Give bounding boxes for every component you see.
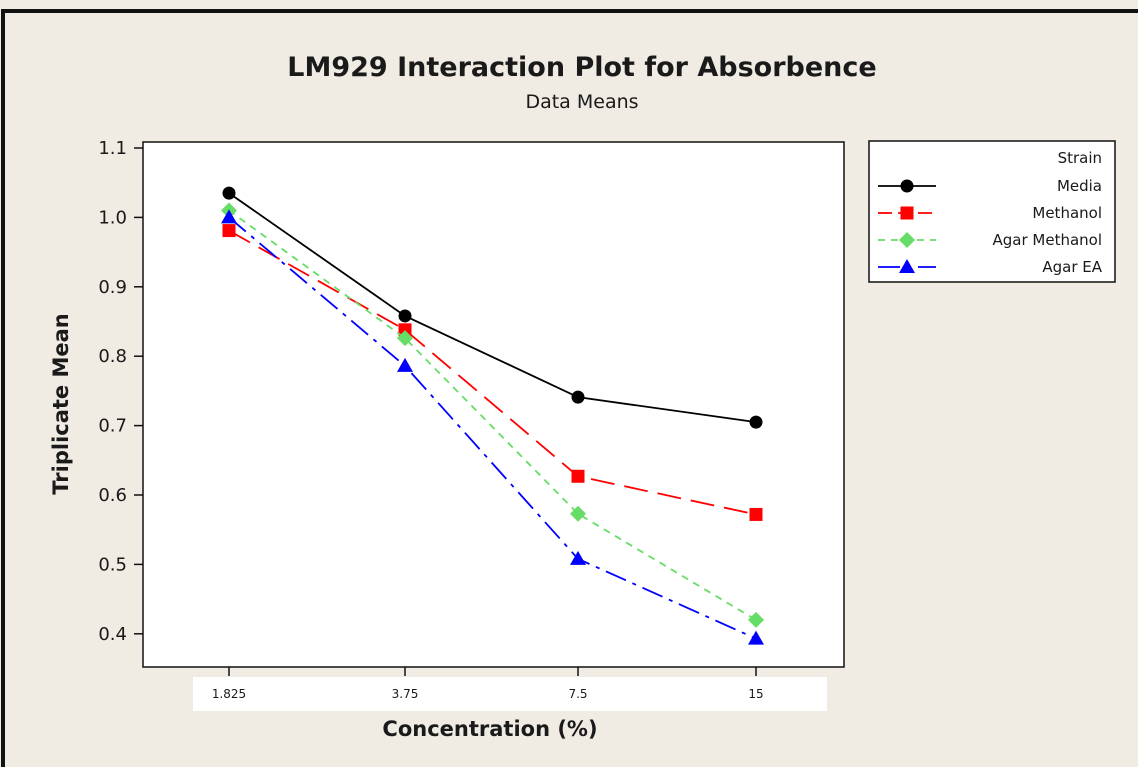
legend-marker bbox=[900, 206, 914, 220]
x-tick-label: 7.5 bbox=[568, 687, 587, 701]
y-tick-label: 0.6 bbox=[98, 485, 127, 506]
x-axis-label: Concentration (%) bbox=[382, 717, 597, 741]
data-point bbox=[222, 186, 236, 200]
legend-label: Agar EA bbox=[1042, 258, 1102, 276]
y-tick-label: 1.0 bbox=[98, 207, 127, 228]
data-point bbox=[221, 209, 237, 224]
series-line bbox=[228, 229, 757, 516]
series-media bbox=[222, 186, 763, 429]
y-tick-label: 1.1 bbox=[98, 138, 127, 159]
y-tick-label: 0.7 bbox=[98, 416, 127, 437]
data-point bbox=[748, 611, 764, 628]
data-point bbox=[748, 630, 764, 645]
data-point bbox=[397, 357, 413, 372]
x-tick-band bbox=[193, 677, 827, 711]
y-ticks: 1.1 1.0 0.9 0.8 0.7 0.6 0.5 0.4 bbox=[98, 138, 143, 645]
legend-label: Methanol bbox=[1032, 204, 1102, 222]
data-point bbox=[398, 323, 412, 337]
chart-subtitle: Data Means bbox=[525, 91, 638, 113]
legend-marker bbox=[899, 232, 915, 248]
x-tick-label: 15 bbox=[748, 687, 763, 701]
data-point bbox=[749, 415, 763, 429]
data-point bbox=[571, 469, 585, 483]
series-agar-methanol bbox=[221, 202, 764, 628]
legend-label: Agar Methanol bbox=[992, 231, 1102, 249]
data-point bbox=[571, 390, 585, 404]
y-tick-label: 0.9 bbox=[98, 277, 127, 298]
series-layer bbox=[221, 186, 764, 645]
series-line bbox=[228, 209, 757, 621]
data-point bbox=[397, 330, 413, 347]
series-line bbox=[228, 192, 757, 424]
data-point bbox=[570, 550, 586, 565]
figure-frame bbox=[1, 9, 1138, 771]
legend-marker bbox=[899, 259, 915, 273]
legend-entries: Media Methanol Agar Methanol Agar EA bbox=[878, 177, 1103, 276]
data-point bbox=[749, 507, 763, 521]
x-tick-label: 1.825 bbox=[212, 687, 246, 701]
y-tick-label: 0.8 bbox=[98, 346, 127, 367]
data-point bbox=[222, 224, 236, 238]
series-agar-ea bbox=[221, 209, 764, 645]
x-ticks: 1.825 3.75 7.5 15 bbox=[212, 667, 764, 701]
y-axis-label: Triplicate Mean bbox=[49, 313, 73, 494]
data-point bbox=[398, 309, 412, 323]
legend-title: Strain bbox=[1058, 149, 1102, 167]
series-methanol bbox=[222, 224, 763, 521]
y-tick-label: 0.4 bbox=[98, 624, 127, 645]
chart-title: LM929 Interaction Plot for Absorbence bbox=[287, 52, 876, 83]
legend-label: Media bbox=[1057, 177, 1102, 195]
data-point bbox=[570, 505, 586, 522]
y-tick-label: 0.5 bbox=[98, 554, 127, 575]
x-tick-label: 3.75 bbox=[392, 687, 419, 701]
legend-marker bbox=[900, 179, 914, 193]
legend: Strain Media Methanol Agar Methanol Agar EA bbox=[868, 140, 1116, 283]
